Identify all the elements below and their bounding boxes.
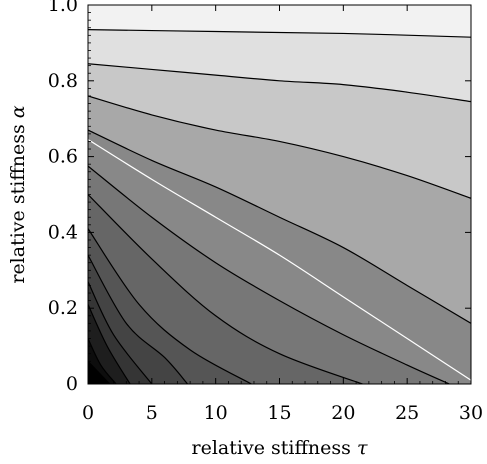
contour-line-12 xyxy=(88,29,471,38)
plot-area xyxy=(87,4,472,385)
contour-line-0 xyxy=(88,360,111,384)
contour-line-8 xyxy=(88,139,471,381)
x-tick-label: 15 xyxy=(267,402,291,424)
contour-line-5 xyxy=(88,228,252,384)
y-tick-label: 0.4 xyxy=(48,221,78,243)
contour-fills xyxy=(88,5,471,384)
x-tick-label: 20 xyxy=(331,402,355,424)
x-tick-label: 25 xyxy=(395,402,419,424)
y-tick-label: 0.6 xyxy=(48,146,78,168)
y-axis: 0 0.2 0.4 0.6 0.8 1.0 xyxy=(48,0,471,395)
y-tick-label: 1.0 xyxy=(48,0,78,16)
x-tick-label: 0 xyxy=(82,402,94,424)
contour-line-2 xyxy=(88,304,131,384)
contour-lines xyxy=(88,29,471,384)
contour-line-9 xyxy=(88,129,471,324)
x-tick-label: 5 xyxy=(146,402,158,424)
contour-line-11 xyxy=(88,63,471,103)
x-tick-label: 30 xyxy=(459,402,483,424)
y-tick-label: 0 xyxy=(66,373,78,395)
x-axis: 0 5 10 15 20 25 30 xyxy=(82,5,483,424)
y-tick-label: 0.8 xyxy=(48,70,78,92)
contour-line-1 xyxy=(88,338,117,384)
y-axis-title: relative stiffness α xyxy=(7,105,29,283)
contour-line-3 xyxy=(88,281,153,384)
contour-line-6 xyxy=(88,194,363,384)
contour-line-10 xyxy=(88,95,471,199)
x-axis-title: relative stiffness τ xyxy=(192,437,368,459)
contour-line-4 xyxy=(88,254,189,384)
contour-line-7 xyxy=(88,165,450,384)
y-tick-label: 0.2 xyxy=(48,297,78,319)
x-tick-label: 10 xyxy=(204,402,228,424)
